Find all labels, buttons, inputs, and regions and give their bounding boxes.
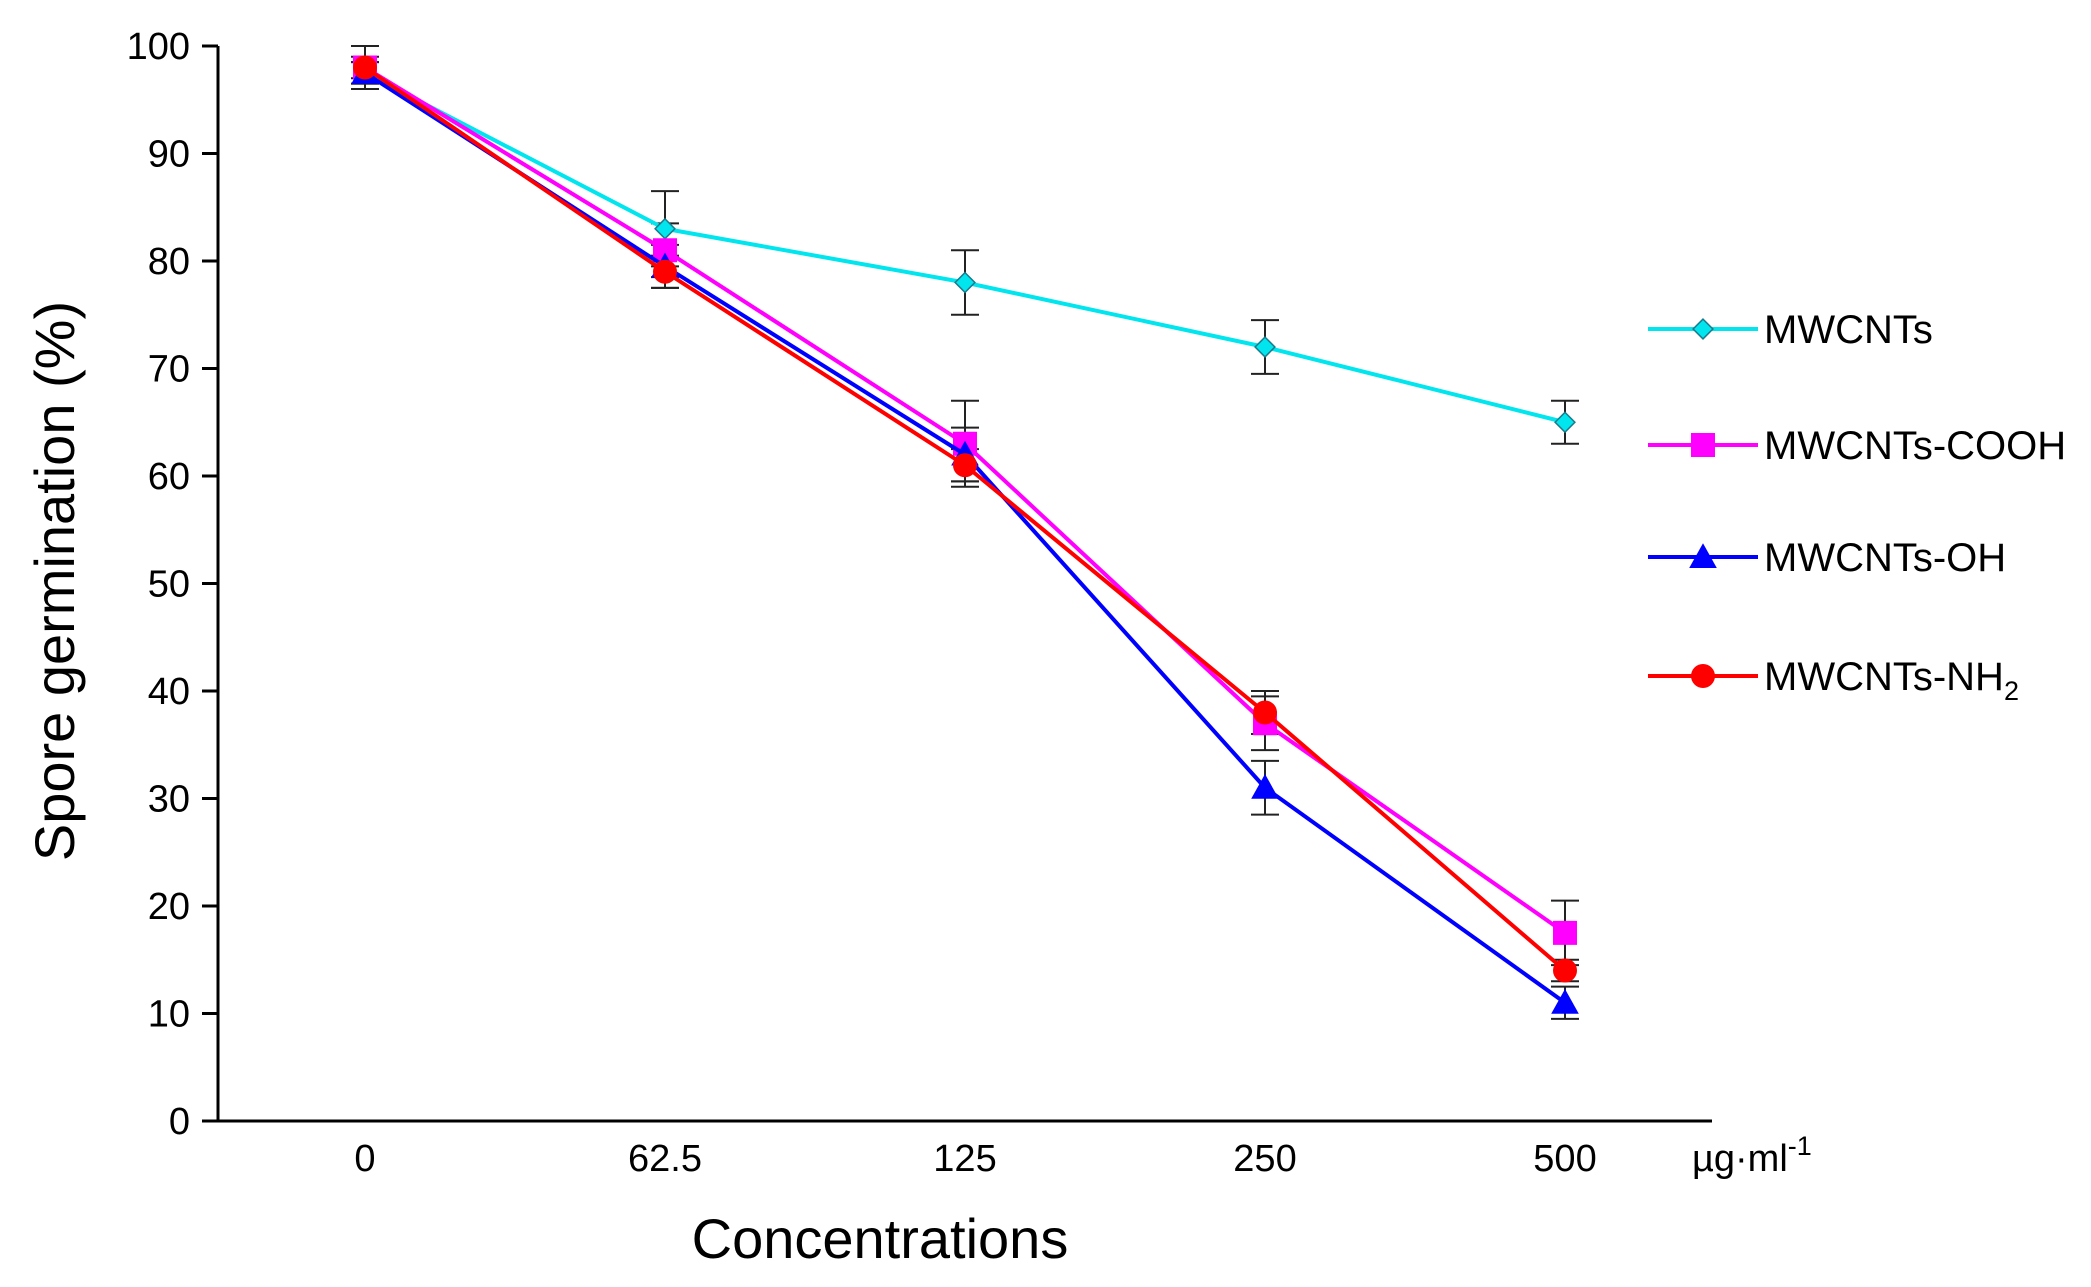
y-tick-label: 30 <box>148 779 190 821</box>
data-point <box>653 259 677 284</box>
data-point <box>1553 958 1577 983</box>
legend-marker <box>1691 433 1715 457</box>
y-axis-title: Spore germination (%) <box>23 301 86 861</box>
chart-axes: 0 10 20 30 40 50 60 70 80 90 100 0 62.5 125 250 500 <box>127 26 1712 1180</box>
y-tick-label: 60 <box>148 456 190 498</box>
legend: MWCNTs MWCNTs-COOH MWCNTs-OH MWCNTs-NH2 <box>1648 308 2066 706</box>
data-point <box>953 453 977 478</box>
x-axis-ticks: 0 62.5 125 250 500 <box>354 1138 1596 1180</box>
data-point <box>954 271 976 294</box>
y-tick-label: 90 <box>148 134 190 176</box>
series-line <box>364 71 1566 425</box>
data-point <box>1254 336 1276 358</box>
x-tick-label: 250 <box>1233 1138 1296 1180</box>
legend-label: MWCNTs-COOH <box>1764 424 2066 468</box>
y-tick-label: 80 <box>148 241 190 283</box>
y-tick-label: 20 <box>148 886 190 928</box>
x-tick-label: 500 <box>1533 1138 1596 1180</box>
legend-item: MWCNTs-NH2 <box>1648 655 2019 706</box>
x-axis-unit: µg·ml-1 <box>1692 1131 1812 1180</box>
series-mwcnts-nh <box>353 55 1577 983</box>
legend-label: MWCNTs <box>1764 308 1933 352</box>
data-point <box>1253 700 1277 725</box>
error-bars-mwcnts-cooh <box>351 55 1579 967</box>
legend-item: MWCNTs <box>1648 308 1933 352</box>
y-tick-label: 0 <box>169 1101 190 1143</box>
legend-label-subscript: 2 <box>2004 676 2019 706</box>
error-bars-mwcnts <box>351 61 1579 445</box>
series-mwcnts <box>354 61 1576 434</box>
legend-item: MWCNTs-COOH <box>1648 424 2066 468</box>
error-bars-mwcnts-nh <box>351 45 1579 983</box>
x-tick-label: 0 <box>354 1138 375 1180</box>
y-axis-ticks: 0 10 20 30 40 50 60 70 80 90 100 <box>127 26 218 1143</box>
data-point <box>1551 988 1579 1014</box>
x-axis-unit-superscript: -1 <box>1788 1131 1812 1161</box>
legend-label-text: MWCNTs-OH <box>1764 536 2006 580</box>
y-tick-label: 40 <box>148 671 190 713</box>
legend-label-text: MWCNTs <box>1764 308 1933 352</box>
series-layer <box>351 45 1579 1020</box>
y-tick-label: 50 <box>148 564 190 606</box>
x-axis-unit-text: µg·ml <box>1692 1138 1788 1180</box>
series-line <box>363 71 1567 1005</box>
x-tick-label: 62.5 <box>628 1138 702 1180</box>
data-point <box>1251 773 1279 799</box>
legend-label: MWCNTs-NH2 <box>1764 655 2019 706</box>
series-mwcnts-oh <box>351 59 1579 1014</box>
error-bars-mwcnts-oh <box>351 61 1579 1020</box>
data-point <box>353 55 377 80</box>
x-axis-title: Concentrations <box>692 1207 1069 1270</box>
y-tick-label: 100 <box>127 26 190 68</box>
x-tick-label: 125 <box>933 1138 996 1180</box>
data-point <box>654 217 676 240</box>
data-point <box>1554 411 1576 434</box>
data-point <box>1553 920 1577 945</box>
series-line <box>363 65 1567 973</box>
legend-label-text: MWCNTs-NH <box>1764 655 2004 699</box>
series-mwcnts-cooh <box>353 55 1577 945</box>
legend-marker <box>1692 318 1714 340</box>
legend-label: MWCNTs-OH <box>1764 536 2006 580</box>
legend-label-text: MWCNTs-COOH <box>1764 424 2066 468</box>
legend-item: MWCNTs-OH <box>1648 536 2006 580</box>
y-tick-label: 70 <box>148 349 190 391</box>
series-line <box>363 65 1567 935</box>
legend-marker <box>1691 664 1715 688</box>
legend-marker <box>1689 543 1717 569</box>
y-tick-label: 10 <box>148 994 190 1036</box>
